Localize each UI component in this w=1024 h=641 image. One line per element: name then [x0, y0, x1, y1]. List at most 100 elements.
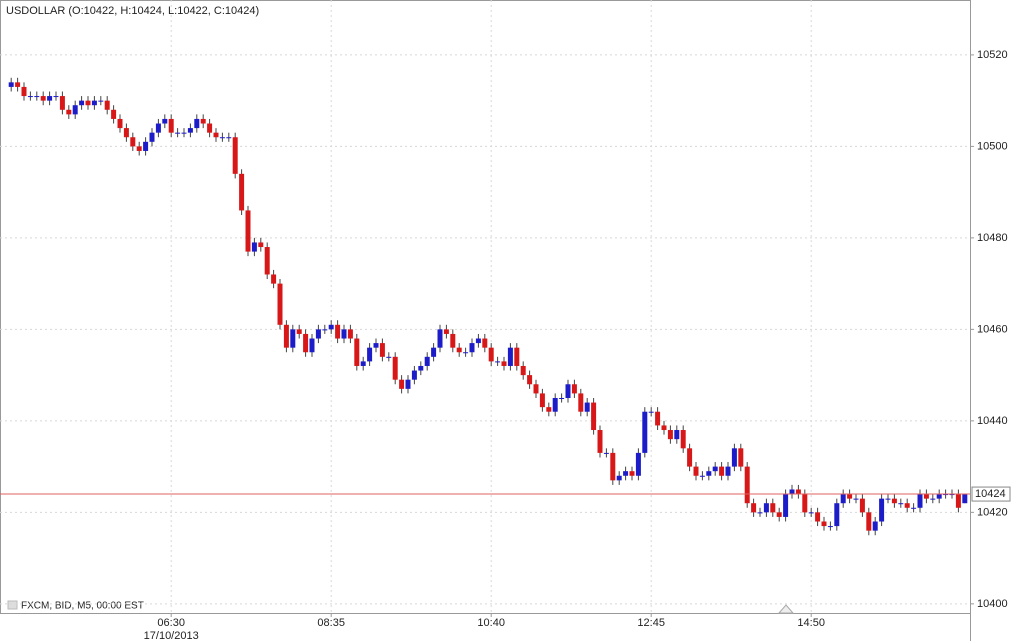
x-tick-label: 08:35	[317, 617, 345, 629]
candle-body	[578, 393, 584, 412]
candle-body	[559, 397, 565, 399]
candle-body	[59, 96, 65, 110]
candle-body	[584, 402, 590, 412]
candle-body	[565, 384, 571, 398]
candle-body	[123, 128, 129, 138]
candle-body	[789, 489, 795, 495]
chart-title: USDOLLAR (O:10422, H:10424, L:10422, C:1…	[6, 5, 259, 17]
candle-body	[386, 356, 392, 358]
candle-body	[827, 526, 833, 528]
candle-body	[194, 118, 200, 129]
x-date-label: 17/10/2013	[144, 630, 199, 641]
candle-body	[450, 333, 456, 348]
candle-body	[898, 503, 904, 505]
x-tick-label: 06:30	[157, 617, 185, 629]
candle-body	[98, 100, 104, 102]
candle-body	[91, 100, 97, 106]
candle-body	[763, 503, 769, 513]
candle-body	[245, 210, 251, 252]
candle-body	[795, 489, 801, 495]
candle-body	[367, 347, 373, 362]
candle-body	[296, 329, 302, 334]
y-tick-label: 10440	[977, 415, 1008, 427]
candle-body	[411, 370, 417, 380]
candle-body	[475, 338, 481, 344]
candle-body	[315, 329, 321, 339]
candle-body	[482, 338, 488, 348]
candle-body	[136, 146, 142, 151]
candle-body	[597, 430, 603, 453]
candle-body	[629, 471, 635, 476]
candle-body	[456, 347, 462, 353]
candle-body	[955, 494, 961, 508]
candle-body	[507, 347, 513, 366]
candle-body	[923, 494, 929, 499]
candle-body	[130, 137, 136, 147]
x-tick-label: 10:40	[477, 617, 505, 629]
y-tick-label: 10480	[977, 232, 1008, 244]
candle-body	[251, 242, 257, 252]
candle-body	[232, 137, 238, 174]
candle-body	[642, 411, 648, 453]
candle-body	[751, 503, 757, 513]
candle-body	[501, 361, 507, 366]
candle-body	[591, 402, 597, 431]
candle-body	[719, 466, 725, 476]
candle-body	[207, 123, 213, 133]
candle-body	[667, 430, 673, 440]
candle-body	[354, 338, 360, 366]
candle-body	[866, 512, 872, 531]
candle-body	[309, 338, 315, 353]
candle-body	[891, 498, 897, 504]
candle-body	[53, 96, 59, 98]
x-tick-label: 12:45	[637, 617, 665, 629]
candle-body	[111, 109, 117, 119]
candle-body	[520, 365, 526, 376]
candle-body	[213, 132, 219, 138]
candle-body	[47, 96, 53, 101]
candle-body	[687, 448, 693, 467]
candle-body	[175, 132, 181, 134]
candle-body	[802, 494, 808, 513]
candle-body	[648, 411, 654, 413]
candle-body	[149, 132, 155, 142]
x-tick-label: 14:50	[797, 617, 825, 629]
candle-body	[328, 324, 334, 330]
candle-body	[424, 356, 430, 366]
candle-body	[808, 512, 814, 514]
candle-body	[117, 118, 123, 129]
candle-body	[15, 82, 21, 87]
candle-body	[143, 141, 149, 151]
candle-body	[911, 507, 917, 509]
candle-body	[783, 494, 789, 517]
candle-body	[757, 512, 763, 514]
candle-body	[347, 329, 353, 339]
candle-body	[917, 494, 923, 508]
candle-body	[72, 105, 78, 115]
candle-body	[725, 466, 731, 476]
candle-body	[379, 343, 385, 357]
candle-body	[21, 86, 27, 97]
candle-body	[546, 407, 552, 412]
candle-body	[962, 494, 968, 504]
candle-body	[879, 498, 885, 522]
candle-body	[776, 512, 782, 517]
candle-body	[731, 448, 737, 467]
candle-body	[495, 361, 501, 363]
footer: FXCM, BID, M5, 00:00 EST	[21, 601, 144, 612]
candle-body	[34, 96, 40, 98]
candle-body	[66, 109, 72, 115]
candle-body	[181, 132, 187, 134]
candle-body	[655, 411, 661, 426]
candle-body	[834, 503, 840, 527]
candle-body	[603, 452, 609, 454]
candle-body	[706, 471, 712, 476]
candle-body	[527, 375, 533, 385]
candle-body	[258, 242, 264, 248]
candle-body	[399, 379, 405, 389]
candle-body	[872, 521, 878, 531]
candle-body	[271, 274, 277, 284]
y-tick-label: 10460	[977, 323, 1008, 335]
candle-body	[104, 100, 110, 110]
